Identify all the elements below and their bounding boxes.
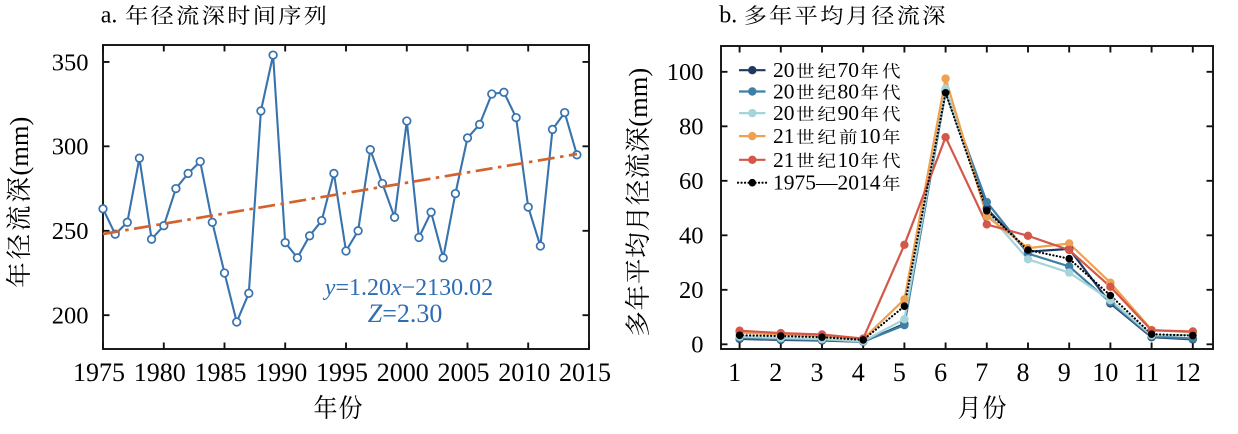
svg-text:4: 4	[852, 358, 865, 387]
svg-text:1975: 1975	[73, 358, 125, 387]
svg-text:70: 70	[838, 58, 860, 82]
svg-text:10: 10	[1092, 358, 1118, 387]
svg-text:60: 60	[679, 168, 704, 195]
svg-text:1980: 1980	[134, 358, 186, 387]
svg-text:1975—2014: 1975—2014	[773, 171, 881, 195]
svg-text:20: 20	[773, 58, 795, 82]
svg-text:350: 350	[52, 49, 89, 76]
svg-text:b.: b.	[719, 2, 737, 28]
svg-text:100: 100	[667, 59, 704, 86]
svg-text:=2.30: =2.30	[382, 299, 442, 328]
svg-text:21: 21	[773, 124, 795, 148]
svg-text:2015: 2015	[559, 358, 611, 387]
svg-text:8: 8	[1017, 358, 1030, 387]
svg-text:y: y	[323, 275, 336, 301]
svg-text:−2130.02: −2130.02	[402, 275, 494, 301]
svg-text:0: 0	[691, 332, 703, 359]
svg-text:21: 21	[773, 148, 795, 172]
svg-text:(mm): (mm)	[4, 117, 34, 176]
svg-text:20: 20	[679, 277, 704, 304]
svg-text:2005: 2005	[438, 358, 490, 387]
svg-text:2000: 2000	[377, 358, 429, 387]
svg-text:6: 6	[934, 358, 947, 387]
svg-text:80: 80	[679, 114, 704, 141]
svg-text:11: 11	[1134, 358, 1159, 387]
svg-text:10: 10	[838, 148, 860, 172]
svg-text:90: 90	[838, 101, 860, 125]
svg-text:2: 2	[769, 358, 782, 387]
svg-text:Z: Z	[368, 299, 383, 328]
svg-text:12: 12	[1175, 358, 1201, 387]
svg-text:20: 20	[773, 101, 795, 125]
svg-text:40: 40	[679, 223, 704, 250]
svg-text:300: 300	[52, 134, 89, 161]
svg-text:10: 10	[859, 124, 881, 148]
svg-text:1985: 1985	[195, 358, 247, 387]
svg-text:7: 7	[975, 358, 988, 387]
svg-text:80: 80	[838, 80, 860, 104]
svg-text:1: 1	[728, 358, 741, 387]
svg-text:200: 200	[52, 303, 89, 330]
svg-text:5: 5	[893, 358, 906, 387]
svg-text:x: x	[390, 275, 402, 301]
svg-text:(mm): (mm)	[623, 68, 653, 127]
svg-text:=1.20: =1.20	[336, 275, 392, 301]
svg-text:a.: a.	[101, 2, 118, 28]
svg-text:2010: 2010	[498, 358, 550, 387]
svg-text:9: 9	[1058, 358, 1071, 387]
svg-text:1990: 1990	[255, 358, 307, 387]
svg-text:250: 250	[52, 218, 89, 245]
svg-text:3: 3	[811, 358, 824, 387]
svg-text:1995: 1995	[316, 358, 368, 387]
svg-text:20: 20	[773, 80, 795, 104]
